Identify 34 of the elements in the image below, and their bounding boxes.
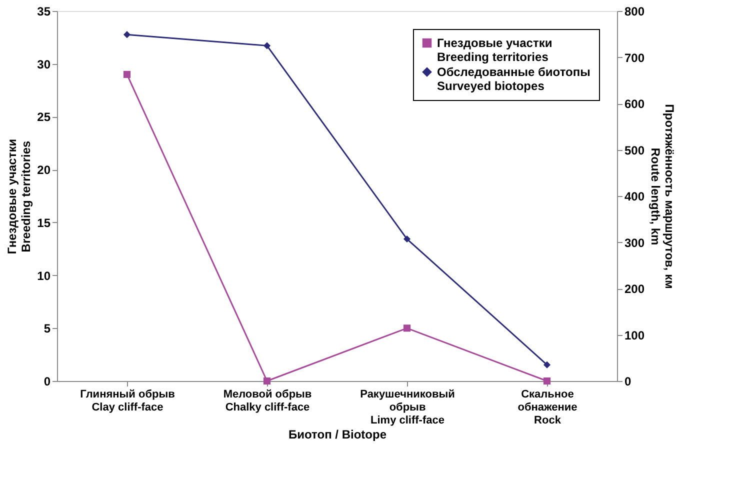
- point: [543, 361, 551, 368]
- x-tick-label: Меловой обрыв Chalky cliff-face: [223, 388, 312, 414]
- y-tick-label: 30: [37, 57, 51, 72]
- y2-tick-label: 800: [624, 4, 645, 18]
- y2-tick-label: 700: [624, 50, 645, 65]
- x-axis-title: Биотоп / Biotope: [288, 428, 387, 442]
- y2-tick-label: 600: [624, 97, 645, 111]
- y-tick-label: 15: [37, 216, 51, 230]
- y2-tick-label: 300: [624, 236, 645, 250]
- point: [543, 377, 551, 385]
- x-tick-label: Ракушечниковый обрыв Limy cliff-face: [360, 388, 455, 426]
- legend-label: Обследованные биотопы Surveyed biotopes: [437, 65, 590, 93]
- y2-tick-label: 400: [624, 190, 645, 204]
- legend-label: Гнездовые участки Breeding territories: [437, 36, 552, 64]
- y2-tick-label: 0: [624, 374, 632, 388]
- y-tick-label: 10: [37, 268, 51, 283]
- y2-tick-label: 200: [624, 282, 645, 296]
- y2-tick-label: 500: [624, 143, 645, 158]
- point: [263, 42, 271, 50]
- point: [263, 377, 271, 385]
- point: [123, 31, 131, 38]
- point: [123, 70, 131, 78]
- y-axis-title: Гнездовые участки Breeding territories: [5, 138, 34, 254]
- y-tick-label: 20: [37, 163, 51, 178]
- y2-tick-label: 100: [624, 328, 645, 342]
- y-tick-label: 0: [44, 374, 51, 388]
- y-tick-label: 35: [37, 4, 51, 18]
- y2-axis-title: Протяжённость маршрутов, км Route length, km: [648, 104, 677, 289]
- y-tick-label: 25: [37, 110, 51, 124]
- point: [403, 235, 411, 243]
- x-tick-label: Скальное обнажение Rock: [518, 388, 578, 426]
- x-tick-label: Глиняный обрыв Clay cliff-face: [80, 388, 176, 414]
- point: [403, 324, 411, 332]
- y-tick-label: 5: [44, 322, 51, 336]
